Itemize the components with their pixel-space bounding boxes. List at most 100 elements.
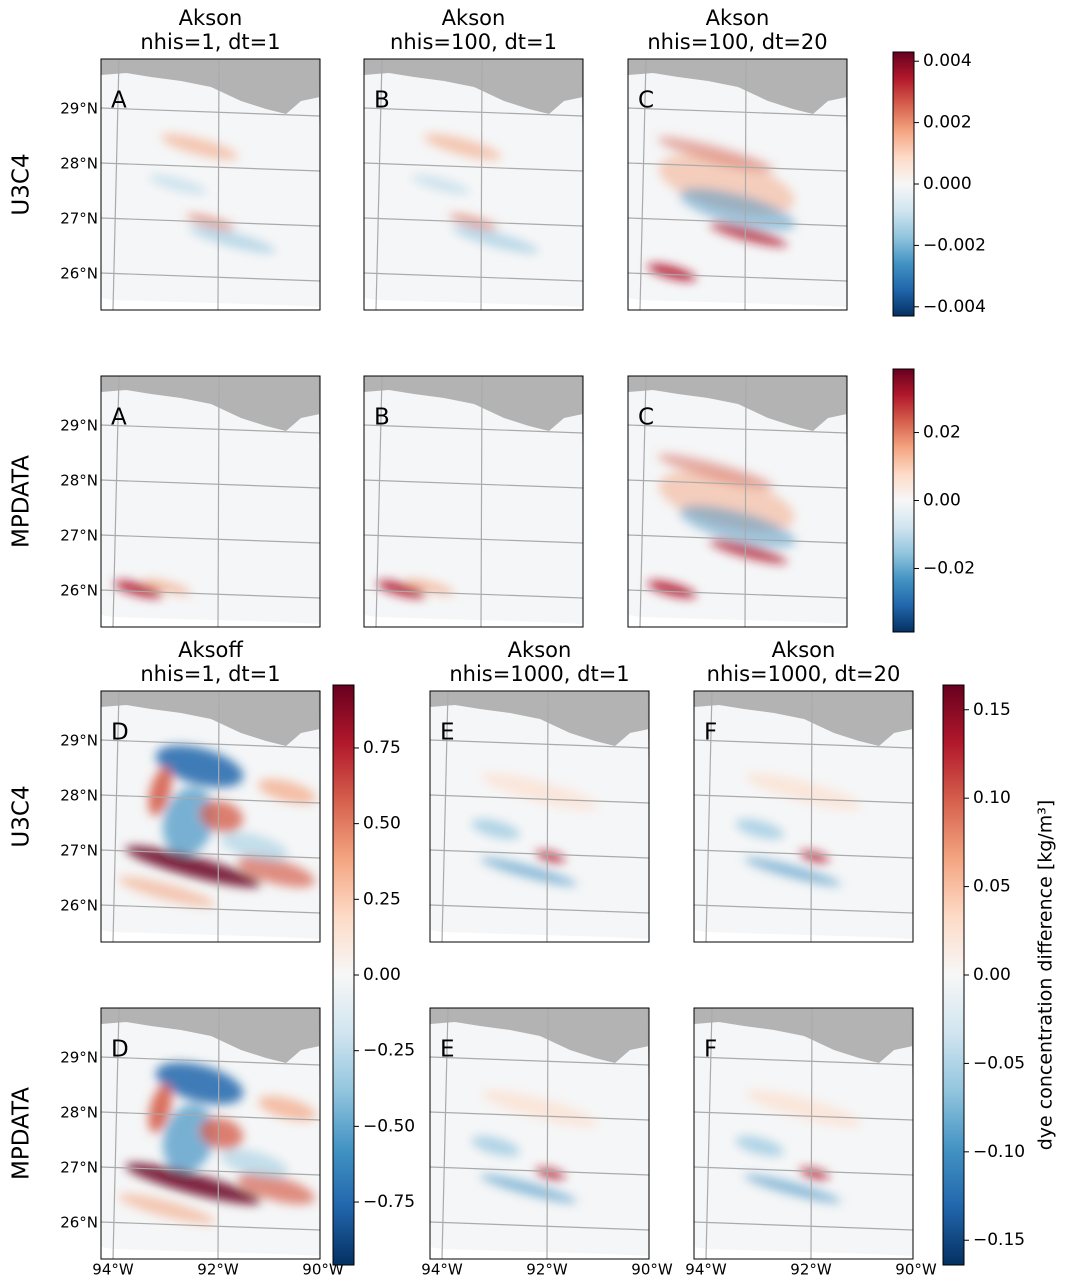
- grid-line: [430, 794, 649, 804]
- field-blob: [155, 745, 244, 788]
- lat-tick-label: 27°N: [60, 1159, 98, 1177]
- grid-line: [628, 107, 847, 117]
- lat-tick-label: 29°N: [60, 100, 98, 118]
- colorbar-tick-label: 0.00: [363, 965, 401, 985]
- panel-title: nhis=1, dt=1: [140, 662, 280, 686]
- grid-line: [375, 376, 383, 627]
- row-label: U3C4: [9, 153, 35, 215]
- map-panel: [430, 1008, 649, 1259]
- grid-line: [705, 691, 713, 942]
- grid-line: [628, 589, 847, 599]
- field-blob: [658, 471, 795, 532]
- grid-line: [628, 479, 847, 489]
- field-blob: [162, 1104, 215, 1173]
- colorbar-tick-label: −0.05: [973, 1053, 1025, 1073]
- field-blob: [744, 857, 841, 886]
- lat-tick-label: 27°N: [60, 210, 98, 228]
- panel-frame: [100, 690, 321, 943]
- field-blob: [377, 580, 426, 599]
- grid-line: [441, 1008, 449, 1259]
- panel-title: Akson: [179, 6, 243, 30]
- grid-line: [430, 1221, 649, 1231]
- panel-frame: [363, 375, 584, 628]
- grid-line: [364, 217, 583, 227]
- panel-frame: [693, 690, 914, 943]
- field-blob: [125, 846, 261, 888]
- grid-line: [810, 691, 813, 942]
- map-panel: [101, 691, 320, 942]
- field-blob: [188, 226, 276, 254]
- land: [101, 1008, 320, 1063]
- ocean: [364, 376, 583, 624]
- panel-title: nhis=1, dt=1: [140, 30, 280, 54]
- field-blob: [199, 1117, 244, 1150]
- grid-line: [364, 479, 583, 489]
- ocean: [694, 1008, 913, 1256]
- land: [364, 376, 583, 431]
- field-blob: [657, 454, 774, 489]
- grid-line: [430, 1166, 649, 1176]
- field-blob: [118, 876, 216, 907]
- field-blob: [220, 1148, 289, 1179]
- row-label: MPDATA: [9, 1087, 35, 1180]
- field-blob: [411, 174, 470, 195]
- grid-line: [744, 376, 747, 627]
- colorbar: [892, 368, 915, 633]
- grid-line: [430, 904, 649, 914]
- grid-line: [217, 376, 220, 627]
- grid-line: [101, 589, 320, 599]
- field-blob: [451, 226, 539, 254]
- lat-tick-label: 28°N: [60, 155, 98, 173]
- field-blob: [148, 767, 172, 816]
- grid-line: [112, 1008, 120, 1259]
- grid-line: [101, 1221, 320, 1231]
- grid-line: [364, 272, 583, 282]
- field: [118, 745, 317, 907]
- land: [101, 691, 320, 746]
- panel-title: nhis=1000, dt=1: [449, 662, 629, 686]
- lon-tick-label: 90°W: [631, 1261, 673, 1275]
- grid-line: [694, 1166, 913, 1176]
- grid-line: [101, 217, 320, 227]
- grid-line: [694, 904, 913, 914]
- lat-tick-label: 28°N: [60, 472, 98, 490]
- lat-tick-label: 26°N: [60, 582, 98, 600]
- grid-line: [101, 272, 320, 282]
- grid-line: [364, 424, 583, 434]
- grid-line: [744, 59, 747, 310]
- grid-line: [364, 107, 583, 117]
- colorbar-tick-label: 0.75: [363, 738, 401, 758]
- panel-title: Akson: [508, 638, 572, 662]
- lat-tick-label: 26°N: [60, 897, 98, 915]
- grid-line: [628, 424, 847, 434]
- field-blob: [709, 222, 788, 247]
- grid-line: [694, 1056, 913, 1066]
- lat-tick-label: 29°N: [60, 1049, 98, 1067]
- panel-letter: B: [374, 405, 390, 431]
- field-blob: [142, 578, 191, 595]
- lon-tick-label: 92°W: [197, 1261, 239, 1275]
- land: [430, 1008, 649, 1063]
- lon-tick-label: 94°W: [92, 1261, 134, 1275]
- grid-line: [480, 376, 483, 627]
- panel-frame: [100, 375, 321, 628]
- map-panel: [101, 59, 320, 310]
- map-panel: [101, 376, 320, 627]
- map-panel: [628, 376, 847, 627]
- lat-tick-label: 29°N: [60, 732, 98, 750]
- field-blob: [220, 831, 289, 862]
- lon-tick-label: 92°W: [526, 1261, 568, 1275]
- field: [118, 1062, 317, 1224]
- field-blob: [658, 154, 795, 215]
- grid-line: [101, 1166, 320, 1176]
- panel-frame: [100, 58, 321, 311]
- land: [101, 376, 320, 431]
- field: [377, 578, 454, 599]
- field-blob: [657, 137, 774, 172]
- colorbar-tick-label: −0.02: [923, 558, 975, 578]
- colorbar: [942, 684, 965, 1266]
- grid-line: [430, 1056, 649, 1066]
- field-blob: [258, 779, 317, 804]
- colorbar-tick-label: −0.10: [973, 1142, 1025, 1162]
